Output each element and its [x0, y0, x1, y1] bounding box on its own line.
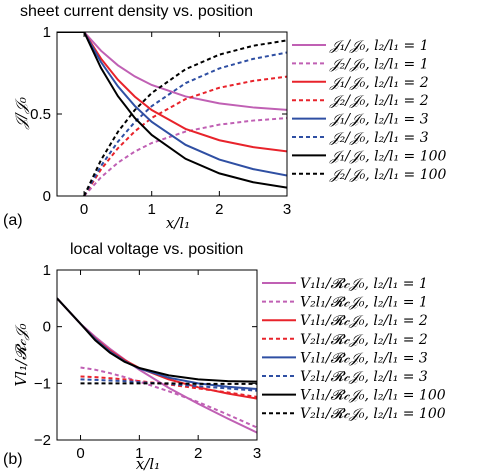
panel-a-ytick-label: 1 [43, 24, 51, 41]
panel-a-series-line-8 [83, 39, 287, 196]
panel-b-series-group [57, 297, 257, 434]
panel-a-title: sheet current density vs. position [20, 3, 253, 20]
panel-a-legend-label: 𝒥₁/𝒥₀, l₂/l₁ = 1 [329, 38, 429, 54]
panel-a-series-line-4 [83, 75, 287, 196]
panel-a-legend-item: 𝒥₁/𝒥₀, l₂/l₁ = 100 [292, 148, 447, 164]
panel-b-ytick-label: −1 [34, 375, 51, 392]
panel-b-legend-label: V₂l₁/𝓡𝒸𝒥₀, l₂/l₁ = 1 [300, 295, 428, 311]
panel-a-legend-label: 𝒥₁/𝒥₀, l₂/l₁ = 2 [329, 75, 429, 91]
panel-a-label: (a) [3, 212, 23, 229]
panel-a-series-line-6 [83, 51, 287, 196]
panel-a-xtick-label: 0 [80, 201, 88, 218]
panel-b-ytick-label: 0 [43, 319, 51, 336]
panel-b-label: (b) [3, 451, 23, 468]
panel-b-ytick-label: 1 [43, 262, 51, 279]
panel-a-legend-item: 𝒥₂/𝒥₀, l₂/l₁ = 3 [292, 130, 429, 146]
panel-b-xtick-label: 1 [135, 445, 143, 462]
panel-b-axes-frame [56, 269, 258, 441]
panel-b-series-line-6 [80, 378, 257, 392]
panel-a-xtick-label: 1 [148, 201, 156, 218]
panel-b-legend-item: V₁l₁/𝓡𝒸𝒥₀, l₂/l₁ = 1 [262, 276, 428, 292]
panel-b-ytick-label: −2 [34, 432, 51, 449]
panel-b-legend-label: V₁l₁/𝓡𝒸𝒥₀, l₂/l₁ = 2 [300, 313, 428, 329]
panel-b-legend-label: V₁l₁/𝓡𝒸𝒥₀, l₂/l₁ = 3 [300, 350, 428, 366]
panel-b-xtick-label: 2 [194, 445, 202, 462]
panel-b-legend-label: V₂l₁/𝓡𝒸𝒥₀, l₂/l₁ = 3 [300, 369, 428, 385]
panel-a-xtick-label: 2 [215, 201, 223, 218]
panel-a-xlabel: x/l₁ [166, 214, 190, 232]
panel-b-series-line-4 [80, 375, 257, 398]
panel-a-series-line-7 [57, 32, 287, 189]
panel-b-legend-item: V₁l₁/𝓡𝒸𝒥₀, l₂/l₁ = 2 [262, 313, 428, 329]
panel-a-plot-area: 0 1 2 3 0 0.5 1 [30, 24, 291, 218]
panel-a-legend-label: 𝒥₂/𝒥₀, l₂/l₁ = 100 [329, 167, 447, 183]
panel-a-legend-label: 𝒥₁/𝒥₀, l₂/l₁ = 3 [329, 112, 429, 128]
panel-b-title: local voltage vs. position [70, 241, 243, 258]
panel-b-xtick-label: 3 [253, 445, 261, 462]
panel-a-legend-item: 𝒥₂/𝒥₀, l₂/l₁ = 100 [292, 167, 447, 183]
panel-b-legend-item: V₂l₁/𝓡𝒸𝒥₀, l₂/l₁ = 3 [262, 369, 428, 385]
panel-b-legend-label: V₂l₁/𝓡𝒸𝒥₀, l₂/l₁ = 100 [300, 406, 446, 422]
panel-b-series-line-1 [57, 297, 257, 434]
panel-b-xlabel: x/l₁ [136, 455, 160, 473]
panel-a-legend-label: 𝒥₁/𝒥₀, l₂/l₁ = 100 [329, 148, 447, 164]
panel-b-legend-item: V₂l₁/𝓡𝒸𝒥₀, l₂/l₁ = 1 [262, 295, 428, 311]
panel-a-legend-item: 𝒥₂/𝒥₀, l₂/l₁ = 2 [292, 93, 429, 109]
panel-a-ytick-label: 0.5 [30, 106, 51, 123]
panel-b-series-line-2 [80, 366, 257, 429]
panel-a-legend-item: 𝒥₂/𝒥₀, l₂/l₁ = 1 [292, 56, 429, 72]
panel-a-xtick-label: 3 [283, 201, 291, 218]
panel-b-series-line-3 [57, 297, 257, 400]
panel-b-series-line-7 [57, 297, 257, 383]
panel-b-legend-item: V₁l₁/𝓡𝒸𝒥₀, l₂/l₁ = 100 [262, 388, 446, 404]
panel-a-current-density: sheet current density vs. position (a) x… [3, 3, 447, 232]
panel-b-legend-label: V₁l₁/𝓡𝒸𝒥₀, l₂/l₁ = 100 [300, 388, 446, 404]
panel-b-xtick-label: 0 [76, 445, 84, 462]
panel-b-legend-item: V₂l₁/𝓡𝒸𝒥₀, l₂/l₁ = 2 [262, 332, 428, 348]
panel-a-legend: 𝒥₁/𝒥₀, l₂/l₁ = 1 𝒥₂/𝒥₀, l₂/l₁ = 1 𝒥₁/𝒥₀, l… [292, 38, 447, 183]
panel-a-legend-item: 𝒥₁/𝒥₀, l₂/l₁ = 2 [292, 75, 429, 91]
panel-a-legend-label: 𝒥₂/𝒥₀, l₂/l₁ = 1 [329, 56, 429, 72]
panel-b-plot-area: 0 1 2 3 −2 −1 0 1 [34, 262, 261, 462]
panel-a-axes-frame [56, 31, 288, 197]
panel-b-series-line-8 [80, 382, 257, 385]
panel-a-series-line-2 [83, 117, 287, 196]
panel-a-ytick-label: 0 [43, 188, 51, 205]
panel-a-series-line-5 [57, 32, 287, 177]
panel-b-legend-item: V₁l₁/𝓡𝒸𝒥₀, l₂/l₁ = 3 [262, 350, 428, 366]
panel-a-series-line-1 [57, 32, 287, 111]
panel-b-ylabel: Vl₁/𝓡𝒸𝒥₀ [12, 323, 30, 386]
panel-a-legend-item: 𝒥₁/𝒥₀, l₂/l₁ = 1 [292, 38, 429, 54]
panel-b-legend: V₁l₁/𝓡𝒸𝒥₀, l₂/l₁ = 1 V₂l₁/𝓡𝒸𝒥₀, l₂/l₁ = 1… [262, 276, 446, 422]
panel-b-legend-label: V₂l₁/𝓡𝒸𝒥₀, l₂/l₁ = 2 [300, 332, 428, 348]
panel-a-series-group [57, 32, 287, 196]
panel-a-ylabel: 𝒥/𝒥₀ [12, 97, 30, 130]
panel-a-legend-label: 𝒥₂/𝒥₀, l₂/l₁ = 2 [329, 93, 429, 109]
panel-b-legend-label: V₁l₁/𝓡𝒸𝒥₀, l₂/l₁ = 1 [300, 276, 428, 292]
panel-b-local-voltage: local voltage vs. position (b) x/l₁ Vl₁/… [3, 241, 446, 473]
panel-b-legend-item: V₂l₁/𝓡𝒸𝒥₀, l₂/l₁ = 100 [262, 406, 446, 422]
panel-a-legend-item: 𝒥₁/𝒥₀, l₂/l₁ = 3 [292, 112, 429, 128]
panel-a-legend-label: 𝒥₂/𝒥₀, l₂/l₁ = 3 [329, 130, 429, 146]
